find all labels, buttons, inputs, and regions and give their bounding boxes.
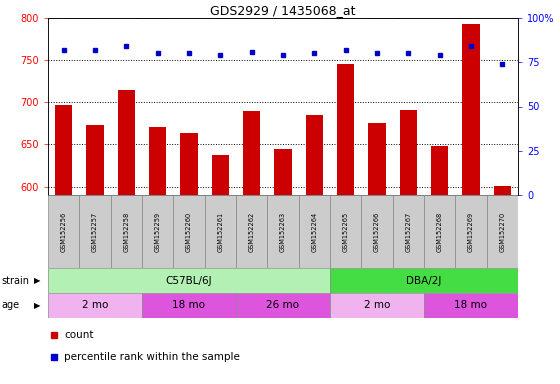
Bar [330, 268, 518, 293]
Bar [180, 132, 198, 384]
Bar [267, 195, 298, 268]
Bar [487, 195, 518, 268]
Bar [298, 195, 330, 268]
Text: 18 mo: 18 mo [455, 301, 488, 311]
Text: GSM152262: GSM152262 [249, 211, 255, 252]
Bar [494, 186, 511, 384]
Bar [368, 122, 386, 384]
Bar [86, 125, 104, 384]
Bar [274, 149, 292, 384]
Text: 2 mo: 2 mo [364, 301, 390, 311]
Bar [361, 195, 393, 268]
Bar [431, 146, 449, 384]
Bar [243, 111, 260, 384]
Bar [330, 293, 424, 318]
Bar [48, 293, 142, 318]
Bar [142, 195, 174, 268]
Text: ▶: ▶ [34, 301, 40, 310]
Text: 18 mo: 18 mo [172, 301, 206, 311]
Bar [55, 105, 72, 384]
Bar [48, 195, 80, 268]
Bar [204, 195, 236, 268]
Text: GSM152257: GSM152257 [92, 211, 98, 252]
Bar [330, 195, 361, 268]
Bar [118, 91, 135, 384]
Text: C57BL/6J: C57BL/6J [166, 275, 212, 285]
Text: age: age [1, 301, 19, 311]
Text: percentile rank within the sample: percentile rank within the sample [64, 352, 240, 362]
Text: 26 mo: 26 mo [267, 301, 300, 311]
Bar [236, 293, 330, 318]
Text: GSM152261: GSM152261 [217, 212, 223, 252]
Text: GSM152268: GSM152268 [437, 211, 442, 252]
Text: DBA/2J: DBA/2J [407, 275, 442, 285]
Title: GDS2929 / 1435068_at: GDS2929 / 1435068_at [210, 4, 356, 17]
Text: GSM152266: GSM152266 [374, 211, 380, 252]
Text: GSM152269: GSM152269 [468, 212, 474, 252]
Text: GSM152259: GSM152259 [155, 212, 161, 252]
Bar [111, 195, 142, 268]
Bar [424, 293, 518, 318]
Bar [337, 65, 354, 384]
Text: count: count [64, 330, 94, 340]
Bar [236, 195, 267, 268]
Text: GSM152267: GSM152267 [405, 211, 412, 252]
Text: 2 mo: 2 mo [82, 301, 108, 311]
Bar [306, 115, 323, 384]
Text: GSM152260: GSM152260 [186, 211, 192, 252]
Text: GSM152256: GSM152256 [60, 211, 67, 252]
Text: strain: strain [1, 275, 29, 285]
Bar [80, 195, 111, 268]
Bar [48, 268, 330, 293]
Bar [174, 195, 204, 268]
Bar [455, 195, 487, 268]
Bar [463, 24, 479, 384]
Text: GSM152263: GSM152263 [280, 212, 286, 252]
Text: GSM152270: GSM152270 [500, 211, 505, 252]
Bar [149, 127, 166, 384]
Text: GSM152264: GSM152264 [311, 211, 318, 252]
Bar [212, 156, 229, 384]
Bar [424, 195, 455, 268]
Bar [393, 195, 424, 268]
Text: ▶: ▶ [34, 276, 40, 285]
Text: GSM152265: GSM152265 [343, 211, 349, 252]
Bar [142, 293, 236, 318]
Text: GSM152258: GSM152258 [123, 211, 129, 252]
Bar [400, 110, 417, 384]
